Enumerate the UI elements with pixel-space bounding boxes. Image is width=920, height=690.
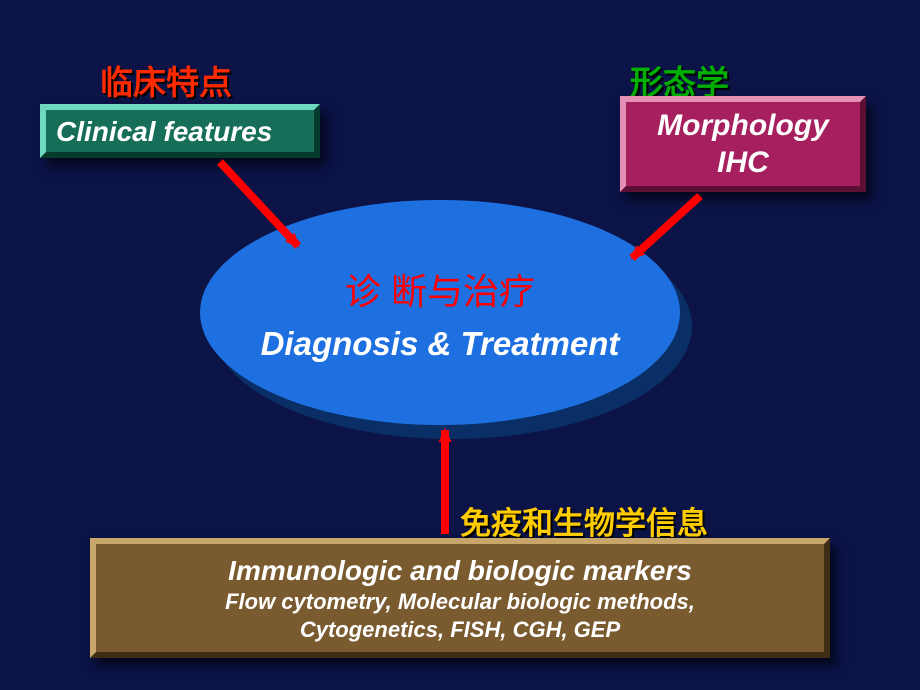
arrow-0 — [220, 162, 298, 246]
immuno-cn-label: 免疫和生物学信息 — [460, 498, 708, 543]
immunologic-box: Immunologic and biologic markersFlow cyt… — [90, 538, 830, 658]
diagram-stage: 临床特点Clinical features形态学MorphologyIHC诊 断… — [0, 0, 920, 690]
arrow-1 — [632, 196, 700, 258]
